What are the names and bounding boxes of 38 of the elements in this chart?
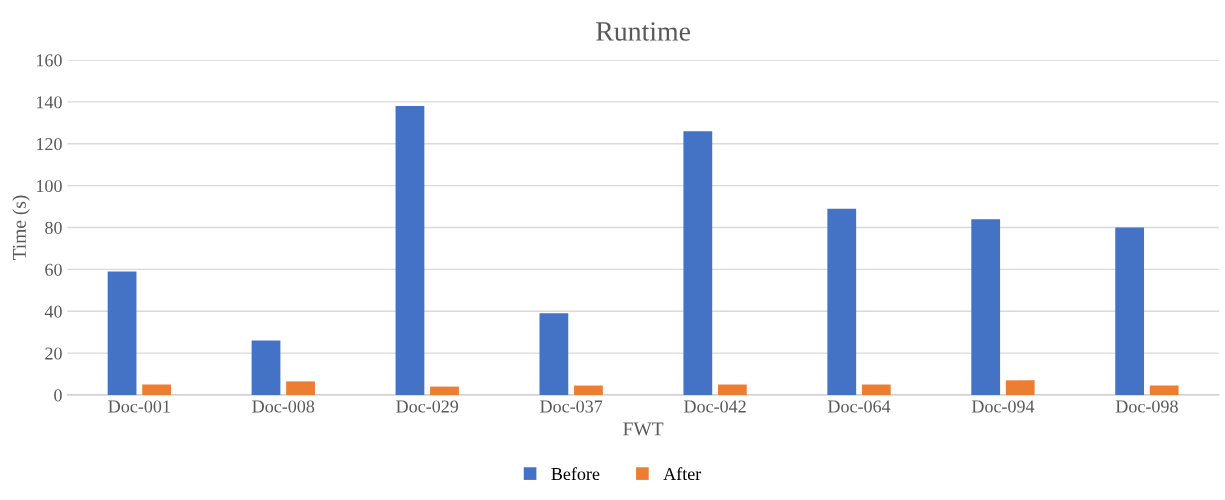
- bar: [395, 106, 425, 395]
- y-tick-label: 80: [45, 221, 62, 234]
- bar: [142, 384, 172, 395]
- y-tick-label: 160: [37, 54, 62, 67]
- y-axis-title: Time (s): [12, 195, 30, 261]
- legend-label: Before: [551, 467, 600, 481]
- x-tick-label: Doc-094: [971, 400, 1035, 413]
- y-tick-label: 120: [37, 138, 62, 151]
- bar: [574, 385, 603, 395]
- bar: [251, 340, 281, 395]
- bar: [430, 386, 459, 395]
- bar: [1005, 380, 1035, 395]
- bar: [827, 208, 857, 395]
- chart-title: Runtime: [596, 22, 690, 41]
- bar: [1149, 385, 1179, 395]
- bar: [971, 219, 1001, 395]
- legend-label: After: [663, 467, 702, 481]
- x-tick-label: Doc-098: [1115, 400, 1178, 413]
- bar: [1115, 227, 1145, 395]
- bar: [861, 384, 891, 395]
- x-tick-label: Doc-029: [396, 400, 459, 413]
- bar: [107, 271, 137, 395]
- x-tick-label: Doc-001: [108, 400, 170, 413]
- y-tick-label: 60: [45, 263, 62, 276]
- x-tick-label: Doc-008: [252, 400, 315, 413]
- x-axis-title: FWT: [623, 422, 664, 436]
- bar: [683, 131, 713, 395]
- x-tick-label: Doc-037: [540, 400, 603, 413]
- bar: [286, 381, 315, 395]
- x-tick-label: Doc-042: [684, 400, 746, 413]
- bar: [539, 313, 569, 395]
- y-tick-label: 140: [37, 96, 62, 109]
- y-tick-label: 100: [37, 179, 62, 193]
- y-tick-label: 0: [54, 389, 62, 402]
- y-tick-label: 40: [44, 305, 62, 318]
- x-tick-label: Doc-064: [827, 400, 891, 413]
- bar: [717, 384, 747, 395]
- y-tick-label: 20: [45, 347, 62, 360]
